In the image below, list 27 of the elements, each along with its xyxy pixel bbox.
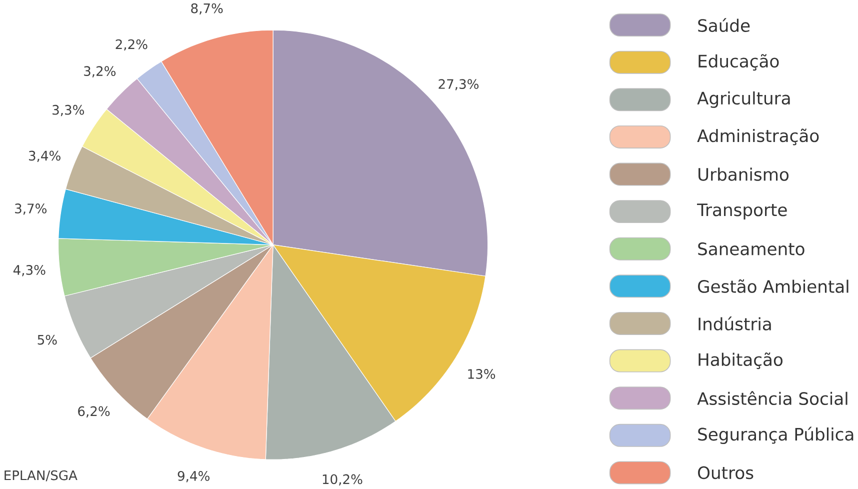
text: EPLAN/SGA (4, 470, 78, 482)
data-label: 6,2% (78, 406, 110, 418)
data-label: 13% (468, 369, 496, 379)
data-label: 9,4% (178, 471, 210, 482)
legend-label: Agricultura (697, 91, 790, 108)
data-label: 3,2% (84, 66, 116, 78)
data-label: 27,3% (438, 79, 479, 90)
data-label: 5% (38, 334, 57, 345)
legend-label: Segurança Pública (698, 426, 854, 444)
data-label: 8,7% (191, 3, 223, 15)
data-label: 10,2% (322, 474, 362, 486)
legend-label: Saneamento (698, 242, 804, 256)
legend-label: Habitação (698, 352, 782, 370)
legend-label: Assistência Social (697, 391, 848, 406)
data-label: 2,2% (116, 39, 148, 51)
data-label: 3,3% (52, 105, 84, 116)
legend-label: Transporte (697, 204, 787, 220)
legend-label: Educação (698, 54, 779, 71)
legend-label: Indústria (698, 316, 771, 331)
legend-label: Outros (698, 466, 754, 480)
data-label: 4,3% (13, 265, 46, 276)
legend-label: Urbanismo (698, 168, 788, 181)
data-label: 3,4% (28, 150, 60, 162)
legend-label: Gestão Ambiental (698, 280, 848, 294)
data-label: 3,7% (15, 204, 47, 215)
legend-label: Administração (697, 128, 819, 146)
legend-label: Saúde (698, 18, 750, 32)
